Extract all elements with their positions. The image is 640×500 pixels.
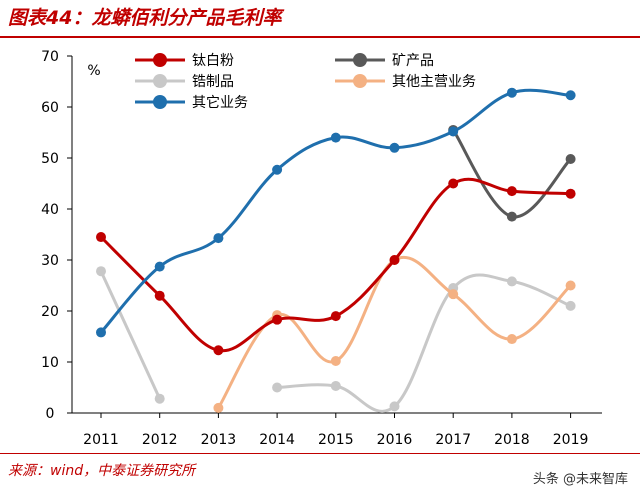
data-point <box>330 355 341 366</box>
data-point <box>96 232 106 243</box>
x-tick-label: 2019 <box>553 432 589 448</box>
data-point <box>448 126 459 137</box>
y-tick-label: 0 <box>46 406 55 422</box>
x-tick-label: 2016 <box>377 432 413 448</box>
legend-label: 其他主营业务 <box>392 74 476 90</box>
data-point <box>565 188 576 199</box>
series-line <box>277 273 572 413</box>
legend-swatch-marker <box>153 74 167 88</box>
series-0 <box>96 177 576 356</box>
data-point <box>565 300 576 311</box>
legend-item: 钛白粉 <box>135 53 234 69</box>
series-3 <box>213 255 576 413</box>
x-tick-label: 2018 <box>494 432 530 448</box>
data-point <box>448 178 459 189</box>
x-tick-label: 2015 <box>318 432 354 448</box>
series-line <box>217 256 572 409</box>
data-point <box>565 154 576 165</box>
legend-swatch-marker <box>153 95 167 109</box>
data-point <box>154 290 165 301</box>
data-point <box>506 186 517 197</box>
legend-item: 矿产品 <box>335 53 434 69</box>
x-tick-label: 2014 <box>259 432 295 448</box>
series-4 <box>96 87 576 338</box>
footer-divider <box>0 453 640 454</box>
data-point <box>389 255 400 265</box>
data-point <box>448 289 459 300</box>
data-point <box>506 276 517 287</box>
y-tick-label: 70 <box>41 49 59 65</box>
data-point <box>330 311 341 322</box>
data-point <box>389 142 400 153</box>
legend-label: 其它业务 <box>192 94 248 111</box>
data-point <box>330 132 341 143</box>
legend-item: 其它业务 <box>135 94 248 111</box>
series-line <box>99 88 571 334</box>
gross-margin-chart: 0 10 20 30 40 50 60 70% 2011 2012 2013 2014 2015 2016… <box>41 49 602 448</box>
legend-swatch-marker <box>353 53 367 67</box>
y-tick-label: 30 <box>41 253 59 269</box>
data-point <box>506 87 517 98</box>
data-point <box>506 211 517 222</box>
legend-swatch-marker <box>153 53 167 67</box>
source-note: 来源：wind，中泰证券研究所 <box>8 463 196 479</box>
y-tick-label: 40 <box>41 202 59 218</box>
data-point <box>154 261 165 272</box>
watermark-text: 头条 @未来智库 <box>532 472 628 487</box>
x-tick-label: 2013 <box>201 432 237 448</box>
data-point <box>330 380 341 391</box>
y-tick-label: 60 <box>41 100 59 116</box>
data-point <box>506 334 517 345</box>
legend-item: 其他主营业务 <box>335 74 476 90</box>
data-point <box>96 266 106 277</box>
chart-axes: 0 10 20 30 40 50 60 70% 2011 2012 2013 2014 2015 2016… <box>41 49 602 448</box>
data-point <box>389 401 400 412</box>
x-tick-label: 2011 <box>83 432 119 448</box>
data-point <box>213 345 224 356</box>
legend-item: 锆制品 <box>135 74 234 90</box>
data-point <box>213 233 224 244</box>
data-point <box>96 327 106 338</box>
series-line <box>99 270 162 400</box>
chart-title: 图表44：龙蟒佰利分产品毛利率 <box>8 7 282 29</box>
data-point <box>213 402 224 413</box>
series-line <box>451 129 572 219</box>
legend-label: 锆制品 <box>192 74 234 90</box>
y-unit-label: % <box>87 63 100 79</box>
x-tick-label: 2012 <box>142 432 178 448</box>
legend-label: 矿产品 <box>392 53 434 69</box>
data-point <box>272 382 283 393</box>
chart-series <box>96 87 576 413</box>
y-tick-label: 10 <box>41 355 59 371</box>
title-divider <box>0 36 640 38</box>
x-tick-label: 2017 <box>435 432 471 448</box>
legend-label: 钛白粉 <box>192 53 234 69</box>
series-line <box>99 177 571 353</box>
legend-swatch-marker <box>353 74 367 88</box>
data-point <box>565 280 576 291</box>
y-tick-label: 50 <box>41 151 59 167</box>
data-point <box>154 393 165 404</box>
data-point <box>272 164 283 175</box>
data-point <box>272 314 283 325</box>
data-point <box>565 90 576 101</box>
y-tick-label: 20 <box>41 304 59 320</box>
series-1 <box>448 124 576 222</box>
